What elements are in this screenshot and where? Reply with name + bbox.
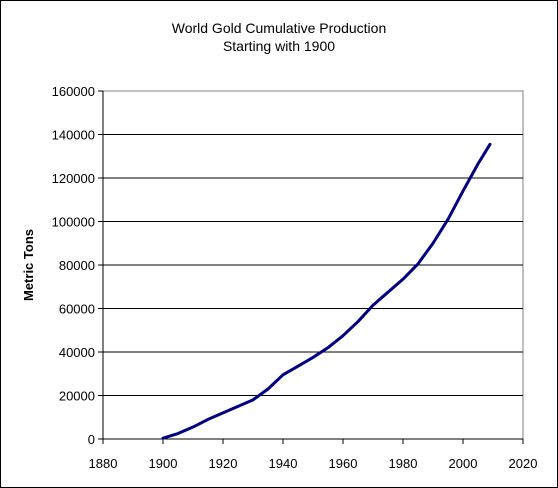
y-tick-label: 0 bbox=[88, 432, 95, 447]
chart-title: World Gold Cumulative Production bbox=[172, 20, 387, 36]
y-axis-title: Metric Tons bbox=[21, 229, 36, 301]
series-line-0 bbox=[161, 142, 492, 440]
x-tick-label: 1900 bbox=[149, 456, 178, 471]
gridlines bbox=[103, 134, 523, 396]
y-tick-label: 100000 bbox=[52, 215, 95, 230]
x-tick-label: 2020 bbox=[509, 456, 538, 471]
y-tick-label: 40000 bbox=[59, 345, 95, 360]
y-tick-label: 80000 bbox=[59, 258, 95, 273]
x-tick-label: 1980 bbox=[389, 456, 418, 471]
x-axis-ticks: 1880 1900 1920 1940 1960 1980 2000 2020 bbox=[89, 439, 538, 471]
x-tick-label: 1880 bbox=[89, 456, 118, 471]
x-tick-label: 1960 bbox=[329, 456, 358, 471]
y-axis-ticks: 0 20000 40000 60000 80000 100000 120000 140000 1… bbox=[52, 84, 103, 447]
series-layer bbox=[161, 142, 492, 440]
x-tick-label: 1940 bbox=[269, 456, 298, 471]
y-tick-label: 60000 bbox=[59, 302, 95, 317]
x-tick-label: 2000 bbox=[449, 456, 478, 471]
y-tick-label: 160000 bbox=[52, 84, 95, 99]
chart-subtitle: Starting with 1900 bbox=[223, 38, 335, 54]
x-tick-label: 1920 bbox=[209, 456, 238, 471]
y-tick-label: 120000 bbox=[52, 171, 95, 186]
y-tick-label: 20000 bbox=[59, 389, 95, 404]
y-tick-label: 140000 bbox=[52, 128, 95, 143]
